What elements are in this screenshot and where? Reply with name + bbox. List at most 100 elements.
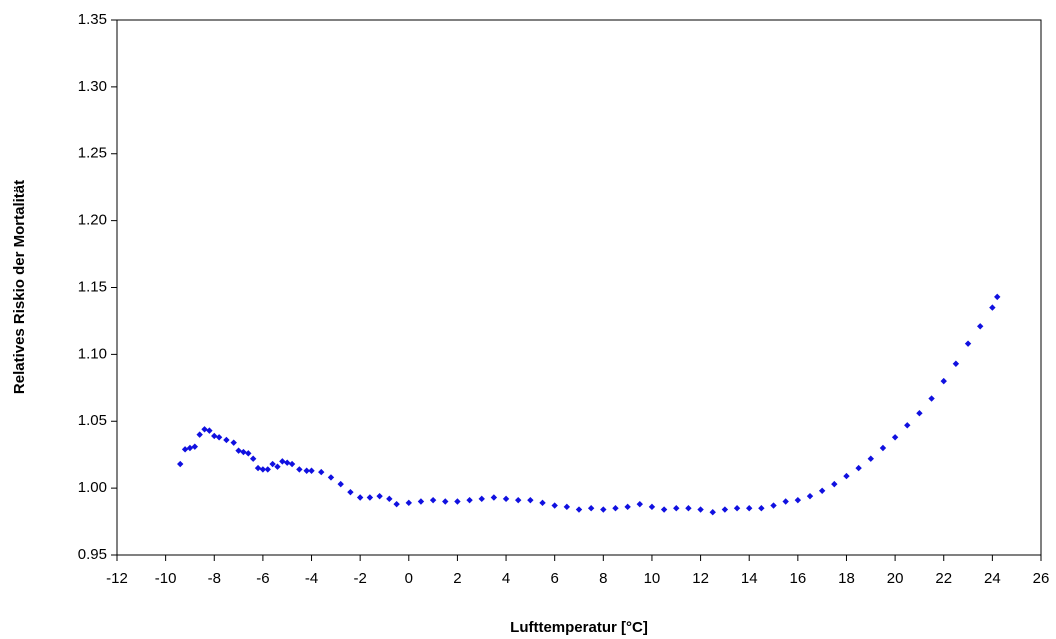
point — [891, 434, 899, 441]
y-tick-label: 1.35 — [78, 11, 107, 28]
point — [288, 460, 296, 468]
point — [318, 468, 325, 476]
x-tick-label: 10 — [644, 570, 661, 587]
point — [636, 500, 643, 508]
point — [502, 495, 510, 503]
x-tick-label: -4 — [305, 570, 318, 587]
point — [952, 360, 960, 367]
x-tick-label: 2 — [453, 570, 461, 587]
y-tick-label: 1.25 — [78, 145, 107, 162]
point — [624, 503, 631, 511]
x-tick-label: 20 — [887, 570, 904, 587]
point — [454, 498, 461, 505]
point — [211, 432, 218, 440]
point — [417, 498, 425, 505]
point — [612, 504, 619, 512]
point — [843, 472, 850, 480]
point — [269, 460, 276, 468]
point — [201, 426, 208, 433]
point — [818, 487, 826, 494]
point — [685, 504, 692, 512]
x-tick-label: 14 — [741, 570, 758, 587]
x-tick-label: -8 — [208, 570, 221, 587]
x-tick-label: -6 — [256, 570, 269, 587]
point — [855, 464, 862, 472]
point — [940, 377, 947, 385]
point — [196, 431, 203, 438]
point — [989, 304, 996, 311]
point — [964, 340, 972, 347]
point — [215, 434, 223, 441]
point — [249, 455, 257, 462]
x-tick-label: 4 — [502, 570, 510, 587]
point — [758, 504, 765, 512]
point — [337, 480, 344, 488]
point — [879, 444, 887, 452]
y-tick-label: 1.20 — [78, 212, 107, 229]
point — [733, 504, 741, 512]
point — [587, 504, 595, 512]
point — [376, 492, 383, 500]
point — [303, 467, 310, 474]
x-tick-label: -2 — [353, 570, 366, 587]
point — [240, 448, 247, 456]
point — [994, 293, 1001, 301]
point — [405, 499, 412, 507]
point — [709, 509, 716, 516]
point — [177, 460, 184, 468]
point — [264, 466, 271, 473]
point — [527, 496, 534, 504]
y-tick-label: 0.95 — [78, 546, 107, 563]
point — [284, 459, 291, 466]
point — [515, 496, 522, 504]
x-tick-label: 0 — [405, 570, 413, 587]
point — [274, 463, 281, 470]
point — [429, 496, 437, 504]
x-axis-label: Lufttemperatur [°C] — [510, 619, 648, 636]
x-tick-label: 6 — [551, 570, 559, 587]
point — [673, 504, 680, 512]
x-tick-label: 22 — [935, 570, 952, 587]
point — [575, 506, 583, 513]
y-axis-label: Relatives Riskio der Mortalität — [11, 180, 28, 394]
point — [296, 466, 303, 473]
point — [539, 499, 546, 507]
point — [245, 450, 252, 457]
x-tick-label: 8 — [599, 570, 607, 587]
x-tick-label: 24 — [984, 570, 1001, 587]
point — [356, 494, 364, 501]
point — [794, 496, 802, 504]
point — [831, 480, 838, 488]
point — [600, 506, 607, 513]
y-tick-label: 1.05 — [78, 412, 107, 429]
point — [551, 502, 558, 509]
point — [746, 504, 753, 512]
point — [206, 427, 213, 434]
x-tick-label: 26 — [1033, 570, 1050, 587]
point — [223, 436, 230, 444]
x-tick-label: -12 — [106, 570, 128, 587]
point — [347, 488, 354, 496]
y-tick-label: 1.00 — [78, 479, 107, 496]
point — [181, 446, 189, 453]
y-tick-label: 1.10 — [78, 345, 107, 362]
point — [442, 498, 449, 505]
y-tick-label: 1.15 — [78, 278, 107, 295]
point — [308, 467, 315, 474]
point — [867, 455, 874, 462]
point — [230, 439, 237, 446]
point — [697, 506, 704, 513]
point — [254, 464, 262, 472]
point — [466, 496, 473, 504]
point — [186, 444, 194, 452]
point — [490, 494, 498, 501]
point — [770, 502, 777, 509]
point — [386, 495, 393, 503]
point — [904, 422, 911, 429]
x-tick-label: 12 — [692, 570, 709, 587]
point — [721, 506, 729, 513]
point — [977, 323, 984, 330]
point — [660, 506, 668, 513]
point — [191, 443, 199, 450]
